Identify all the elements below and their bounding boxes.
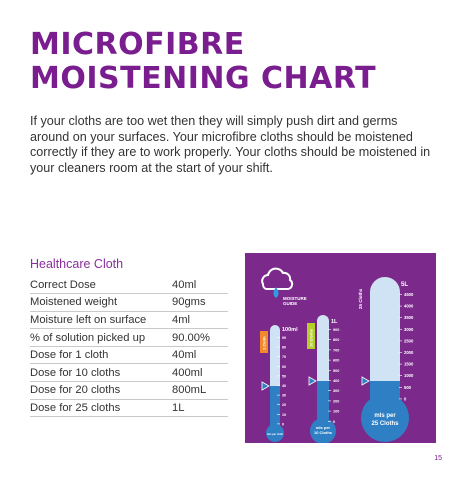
- tick-label: 900: [333, 328, 339, 332]
- tick-label: 90: [282, 336, 286, 340]
- row-value: 40ml: [172, 276, 228, 295]
- tick-label: 30: [282, 394, 286, 398]
- tick-label: 700: [333, 348, 339, 352]
- table-row: Dose for 10 cloths 400ml: [30, 363, 228, 383]
- row-label: % of solution picked up: [30, 328, 172, 347]
- tick-label: 300: [333, 389, 339, 393]
- row-value: 4ml: [172, 311, 228, 330]
- tube-25-bulb-label-2: 25 Cloths: [371, 421, 399, 427]
- tick-label: 800: [333, 338, 339, 342]
- tick-label: 4500: [404, 292, 414, 297]
- table-row: Moistened weight 90gms: [30, 293, 228, 312]
- tube-1-liquid: [270, 386, 280, 427]
- logo-text-line-1: MOISTURE: [283, 296, 307, 301]
- tick-label: 200: [333, 399, 339, 403]
- tube-10-bulb-label-1: mls per: [316, 425, 331, 430]
- tube-25-cloths: 25 Cloths 5L 4500 4000 3500 3000 2500 2000 150…: [356, 277, 414, 442]
- tick-label: 80: [282, 346, 286, 350]
- tick-label: 500: [404, 385, 412, 390]
- row-label: Moisture left on surface: [30, 311, 172, 330]
- row-value: 800mL: [172, 381, 228, 400]
- tube-1-bulb: [266, 424, 284, 442]
- row-value: 90gms: [172, 293, 228, 312]
- tube-1-tag: [260, 331, 268, 353]
- tube-25-top-label: 5L: [401, 282, 408, 288]
- tube-25-tag: [356, 281, 365, 311]
- dose-table: Correct Dose 40ml Moistened weight 90gms Moi…: [30, 276, 228, 418]
- row-label: Correct Dose: [30, 276, 172, 295]
- tick-label: 2000: [404, 350, 414, 355]
- droplet-icon: [273, 287, 279, 298]
- row-label: Dose for 25 cloths: [30, 399, 172, 418]
- logo-text-line-2: GUIDE: [283, 301, 297, 306]
- tube-10-tag-label: 10 Cloths: [309, 328, 314, 347]
- intro-paragraph: If your cloths are too wet then they wil…: [30, 114, 431, 175]
- tube-25-bulb: [361, 394, 409, 442]
- tube-10-top-label: 1L: [331, 319, 338, 325]
- tube-10-liquid: [317, 381, 329, 425]
- table-row: Dose for 1 cloth 40ml: [30, 346, 228, 365]
- tick-label: 3000: [404, 327, 414, 332]
- tube-25-tag-label: 25 Cloths: [358, 288, 363, 309]
- tube-1-cloth: 1 Cloth 100ml 90 80 70 60 50 40 30 20 10 0 mls pe…: [260, 325, 298, 442]
- tick-label: 0: [404, 396, 407, 401]
- cloud-icon: [261, 267, 294, 290]
- tube-1-tag-label: 1 Cloth: [262, 336, 267, 350]
- row-label: Moistened weight: [30, 293, 172, 312]
- tick-label: 20: [282, 403, 286, 407]
- title-line-1: MICROFIBRE: [30, 27, 245, 62]
- tick-label: 100: [333, 410, 339, 414]
- moisture-guide-graphic: MOISTURE GUIDE 25 Cloths 5L 450040003500…: [260, 267, 414, 443]
- tick-label: 10: [282, 413, 286, 417]
- row-label: Dose for 10 cloths: [30, 363, 172, 383]
- table-row: Dose for 20 cloths 800mL: [30, 381, 228, 400]
- title-line-2: MOISTENING CHART: [30, 61, 377, 96]
- tick-label: 600: [333, 359, 339, 363]
- row-value: 400ml: [172, 363, 228, 383]
- tick-label: 1000: [404, 373, 414, 378]
- row-value: 90.00%: [172, 328, 228, 347]
- tube-25-bulb-label-1: mls per: [374, 413, 396, 419]
- table-row: Correct Dose 40ml: [30, 276, 228, 295]
- tube-10-bulb-label-2: 10 Cloths: [314, 430, 333, 435]
- moisture-guide-logo: MOISTURE GUIDE: [261, 267, 307, 306]
- tube-1-bulb-label: mls per cloth: [267, 432, 284, 436]
- row-label: Dose for 1 cloth: [30, 346, 172, 365]
- tick-label: 40: [282, 384, 286, 388]
- page-title: MICROFIBRE MOISTENING CHART: [30, 28, 376, 96]
- tube-1-top-label: 100ml: [282, 327, 298, 333]
- tube-1-level-marker: [261, 381, 270, 391]
- tick-label: 500: [333, 369, 339, 373]
- tick-label: 60: [282, 365, 286, 369]
- row-value: 1L: [172, 399, 228, 418]
- table-row: Dose for 25 cloths 1L: [30, 399, 228, 418]
- tube-25-level-marker: [361, 376, 370, 386]
- row-label: Dose for 20 cloths: [30, 381, 172, 400]
- tick-label: 70: [282, 355, 286, 359]
- tube-10-cloths: 10 Cloths 1L 900 800 700 600 500 400 300 200 100…: [307, 315, 339, 443]
- table-row: % of solution picked up 90.00%: [30, 328, 228, 347]
- tick-label: 4000: [404, 304, 414, 309]
- tick-label: 1500: [404, 362, 414, 367]
- page-number: 15: [434, 455, 442, 462]
- table-row: Moisture left on surface 4ml: [30, 311, 228, 330]
- tube-25-glass: [370, 277, 400, 407]
- tube-10-bulb: [310, 418, 336, 443]
- tick-label: 400: [333, 379, 339, 383]
- tube-10-tag: [307, 323, 315, 349]
- tick-label: 2500: [404, 338, 414, 343]
- tube-10-level-marker: [308, 376, 317, 386]
- tick-label: 3500: [404, 315, 414, 320]
- tick-label: 0: [282, 422, 284, 426]
- row-value: 40ml: [172, 346, 228, 365]
- tick-label: 0: [333, 420, 335, 424]
- table-title: Healthcare Cloth: [30, 257, 124, 271]
- moisture-guide-illustration: MOISTURE GUIDE 25 Cloths 5L 4500 4000 3500…: [245, 253, 436, 443]
- tick-label: 50: [282, 374, 286, 378]
